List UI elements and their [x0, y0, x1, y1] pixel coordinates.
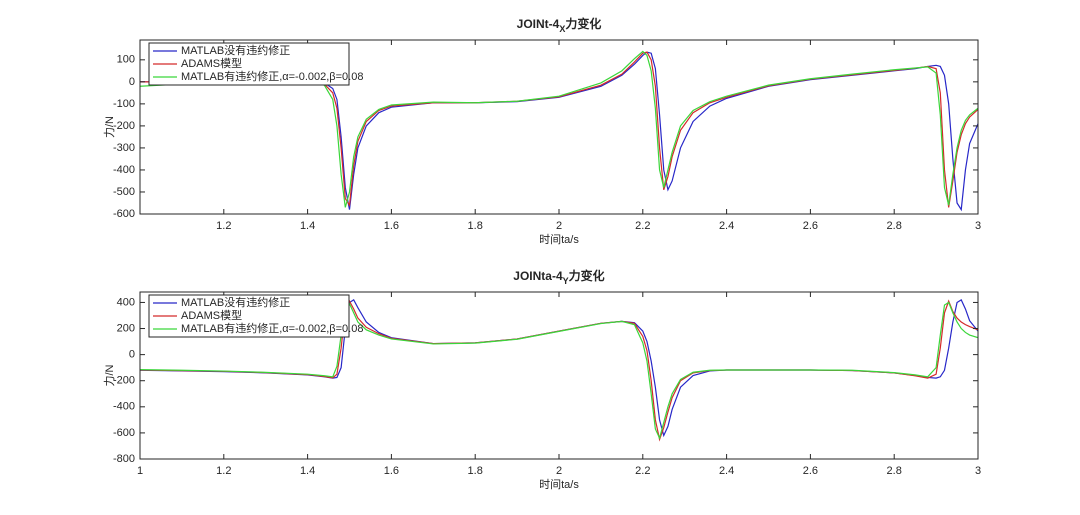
x-axis-label: 时间ta/s: [539, 478, 579, 491]
x-tick-label: 1.4: [300, 465, 315, 477]
x-tick-label: 2.4: [719, 220, 734, 232]
x-tick-label: 2: [556, 220, 562, 232]
x-tick-label: 2.8: [887, 220, 902, 232]
title-part: 力变化: [569, 268, 605, 283]
x-tick-label: 1.4: [300, 220, 315, 232]
x-tick-label: 3: [975, 220, 981, 232]
y-tick-label: -300: [113, 142, 135, 154]
y-tick-label: -200: [113, 375, 135, 387]
y-axis-label: 力/N: [103, 116, 116, 138]
chart-title: JOINta-4Y力变化: [513, 268, 604, 286]
y-tick-label: -600: [113, 208, 135, 220]
x-tick-label: 3: [975, 465, 981, 477]
x-tick-label: 1.8: [468, 220, 483, 232]
series-line: [140, 51, 978, 212]
y-tick-label: -500: [113, 186, 135, 198]
x-tick-label: 2: [556, 465, 562, 477]
x-tick-label: 1.8: [468, 465, 483, 477]
y-tick-label: 100: [117, 54, 135, 66]
x-tick-label: 1.6: [384, 220, 399, 232]
y-tick-label: -400: [113, 164, 135, 176]
legend-box: [148, 294, 350, 338]
legend-label: MATLAB没有违约修正: [181, 295, 290, 309]
y-tick-label: 0: [129, 76, 135, 88]
chart-title: JOINt-4X力变化: [517, 16, 602, 34]
y-tick-label: -100: [113, 98, 135, 110]
legend-label: MATLAB没有违约修正: [181, 43, 290, 57]
x-tick-label: 2.2: [635, 220, 650, 232]
x-tick-label: 1.2: [216, 220, 231, 232]
x-tick-label: 1: [137, 465, 143, 477]
legend-label: MATLAB有违约修正,α=-0.002,β=0.08: [181, 69, 363, 83]
title-part: 力变化: [565, 16, 601, 31]
x-tick-label: 2.4: [719, 465, 734, 477]
title-part: Y: [563, 276, 569, 286]
x-tick-label: 2.8: [887, 465, 902, 477]
x-tick-label: 2.2: [635, 465, 650, 477]
x-tick-label: 2.6: [803, 220, 818, 232]
y-tick-label: 400: [117, 296, 135, 308]
x-tick-label: 2.6: [803, 465, 818, 477]
y-tick-label: 200: [117, 322, 135, 334]
title-part: JOINt-4: [517, 17, 560, 31]
y-tick-label: -200: [113, 120, 135, 132]
legend-label: MATLAB有违约修正,α=-0.002,β=0.08: [181, 321, 363, 335]
x-tick-label: 1.2: [216, 465, 231, 477]
x-axis-label: 时间ta/s: [539, 233, 579, 246]
series-line: [140, 50, 978, 208]
legend-box: [148, 42, 350, 86]
legend-label: ADAMS模型: [181, 308, 242, 322]
y-tick-label: 0: [129, 349, 135, 361]
y-tick-label: -400: [113, 401, 135, 413]
x-tick-label: 1.6: [384, 465, 399, 477]
legend-label: ADAMS模型: [181, 56, 242, 70]
series-line: [140, 298, 978, 438]
y-tick-label: -800: [113, 453, 135, 465]
series-line: [140, 51, 978, 208]
title-part: X: [559, 24, 565, 34]
title-part: JOINta-4: [513, 269, 563, 283]
y-axis-label: 力/N: [103, 364, 116, 386]
y-tick-label: -600: [113, 427, 135, 439]
